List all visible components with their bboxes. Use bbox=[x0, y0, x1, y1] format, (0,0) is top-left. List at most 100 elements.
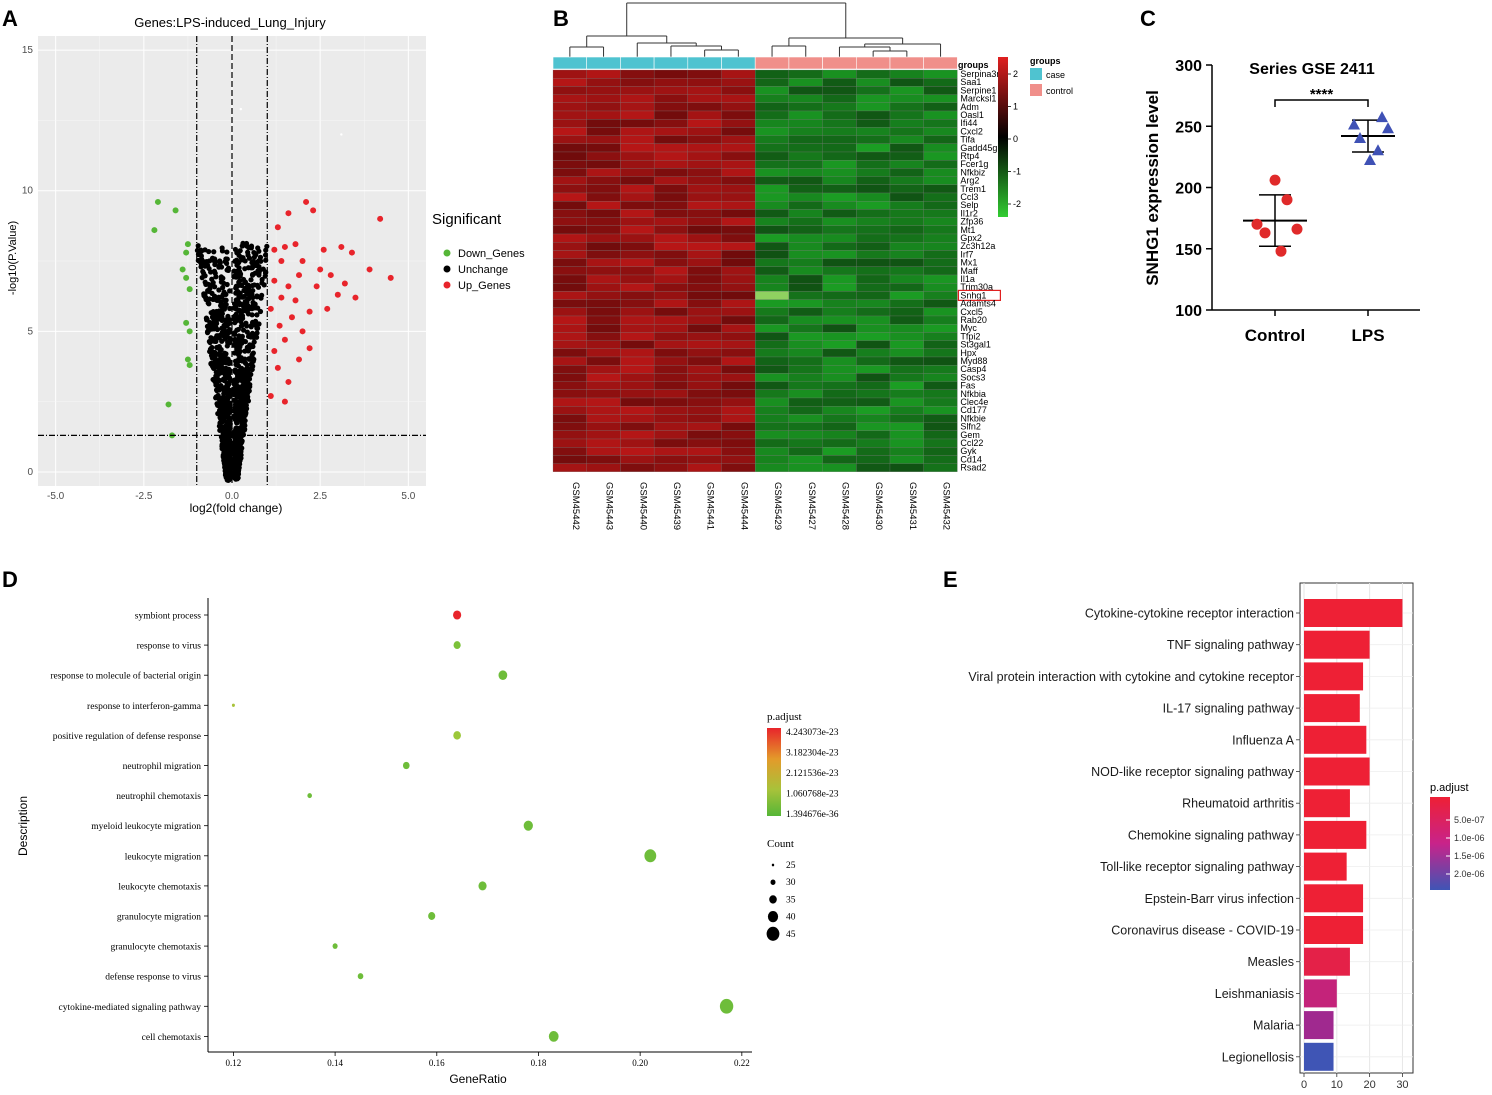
heatmap-cell bbox=[552, 414, 587, 423]
volcano-point-unchange bbox=[235, 296, 241, 302]
heatmap-cell bbox=[755, 258, 790, 267]
heatmap-cell bbox=[889, 406, 924, 415]
d-dot bbox=[453, 610, 462, 620]
heatmap-cell bbox=[586, 102, 621, 112]
heatmap-cell bbox=[687, 201, 722, 210]
volcano-point-unchange bbox=[212, 318, 218, 324]
d-term-label: defense response to virus bbox=[105, 972, 201, 983]
volcano-point-up bbox=[274, 364, 281, 371]
heatmap-colorbar-label: -1 bbox=[1013, 167, 1021, 177]
heatmap-cell bbox=[889, 348, 924, 358]
heatmap-cell bbox=[755, 94, 790, 103]
heatmap-cell bbox=[620, 192, 655, 202]
heatmap-cell bbox=[552, 348, 587, 358]
heatmap-cell bbox=[653, 397, 688, 407]
heatmap-gene-label: Fcer1g bbox=[960, 159, 988, 169]
volcano-point-unchange bbox=[232, 350, 238, 356]
heatmap-cell bbox=[923, 151, 958, 161]
heatmap-cell bbox=[856, 422, 891, 431]
heatmap-cell bbox=[755, 307, 790, 317]
heatmap-cell bbox=[586, 209, 621, 218]
volcano-point-up bbox=[267, 393, 274, 399]
heatmap-cell bbox=[822, 143, 857, 153]
heatmap-cell bbox=[687, 365, 722, 374]
heatmap-cell bbox=[620, 201, 655, 210]
heatmap-cell bbox=[687, 299, 722, 308]
heatmap-gene-label: Tifa bbox=[960, 135, 975, 145]
d-term-label: leukocyte chemotaxis bbox=[118, 882, 201, 892]
volcano-point-up bbox=[278, 294, 285, 301]
heatmap-gene-label: Nfkbiz bbox=[960, 167, 986, 177]
heatmap-cell bbox=[721, 422, 756, 431]
volcano-point-unchange bbox=[239, 322, 245, 328]
heatmap-cell bbox=[889, 78, 924, 87]
volcano-point-unchange bbox=[233, 379, 239, 385]
heatmap-cell bbox=[788, 283, 823, 292]
volcano-point-unchange bbox=[250, 287, 256, 294]
volcano-point-unchange bbox=[231, 397, 237, 403]
heatmap-cell bbox=[856, 127, 891, 136]
heatmap-cell bbox=[788, 414, 823, 423]
heatmap-cell bbox=[721, 340, 756, 349]
volcano-point-unchange bbox=[241, 416, 247, 422]
volcano-point-unchange bbox=[232, 469, 238, 475]
volcano-legend-marker bbox=[443, 265, 451, 273]
heatmap-gene-label: Fas bbox=[960, 381, 976, 391]
heatmap-cell bbox=[755, 250, 790, 259]
panel-letter-a: A bbox=[2, 6, 18, 31]
heatmap-cell bbox=[586, 373, 621, 382]
heatmap-group-cell bbox=[653, 56, 689, 70]
heatmap-cell bbox=[923, 348, 958, 358]
c-xtick: LPS bbox=[1351, 326, 1384, 345]
heatmap-gene-label: Oasl1 bbox=[960, 110, 984, 120]
volcano-point-unchange bbox=[235, 475, 241, 481]
heatmap-cell bbox=[923, 414, 958, 423]
volcano-point-up bbox=[288, 314, 295, 321]
e-category-label: Measles bbox=[1247, 955, 1294, 969]
d-term-label: response to interferon-gamma bbox=[87, 701, 202, 712]
volcano-point-unchange bbox=[222, 258, 228, 265]
volcano-point-up bbox=[274, 224, 281, 231]
heatmap-cell bbox=[620, 438, 655, 448]
heatmap-cell bbox=[552, 365, 587, 374]
heatmap-cell bbox=[721, 201, 756, 210]
c-point-lps bbox=[1354, 132, 1366, 143]
e-category-label: TNF signaling pathway bbox=[1167, 638, 1295, 652]
d-term-label: granulocyte migration bbox=[117, 913, 201, 923]
heatmap-gene-label: Marcksl1 bbox=[960, 94, 996, 104]
heatmap-cell bbox=[653, 447, 688, 456]
heatmap-cell bbox=[653, 69, 688, 79]
volcano-point-unchange bbox=[261, 282, 267, 288]
heatmap-cell bbox=[923, 406, 958, 415]
heatmap-cell bbox=[788, 406, 823, 415]
heatmap-cell bbox=[822, 176, 857, 185]
d-dot bbox=[402, 761, 410, 770]
volcano-point-unchange bbox=[212, 284, 218, 290]
d-size-legend-dot bbox=[770, 879, 776, 885]
c-point-control bbox=[1269, 174, 1281, 186]
heatmap-cell bbox=[889, 381, 924, 390]
heatmap-cell bbox=[620, 356, 655, 366]
heatmap-cell bbox=[653, 414, 688, 423]
heatmap-cell bbox=[755, 438, 790, 448]
d-dot bbox=[231, 703, 235, 707]
heatmap-sample-label: GSM45444 bbox=[738, 482, 749, 530]
heatmap-cell bbox=[755, 324, 790, 333]
heatmap-cell bbox=[620, 143, 655, 153]
heatmap-cell bbox=[687, 406, 722, 415]
heatmap-cell bbox=[687, 348, 722, 358]
volcano-point-unchange bbox=[208, 310, 214, 316]
volcano-point-unchange bbox=[219, 338, 225, 344]
volcano-point-unchange bbox=[232, 313, 238, 319]
heatmap-cell bbox=[788, 151, 823, 161]
heatmap-cell bbox=[755, 348, 790, 358]
heatmap-cell bbox=[620, 422, 655, 431]
volcano-point-unchange bbox=[206, 265, 212, 272]
heatmap-cell bbox=[788, 381, 823, 390]
d-term-label: cytokine-mediated signaling pathway bbox=[59, 1003, 202, 1013]
heatmap-cell bbox=[856, 143, 891, 153]
heatmap-cell bbox=[923, 438, 958, 448]
heatmap-cell bbox=[653, 340, 688, 349]
heatmap-cell bbox=[856, 102, 891, 112]
e-xtick: 10 bbox=[1331, 1079, 1343, 1090]
